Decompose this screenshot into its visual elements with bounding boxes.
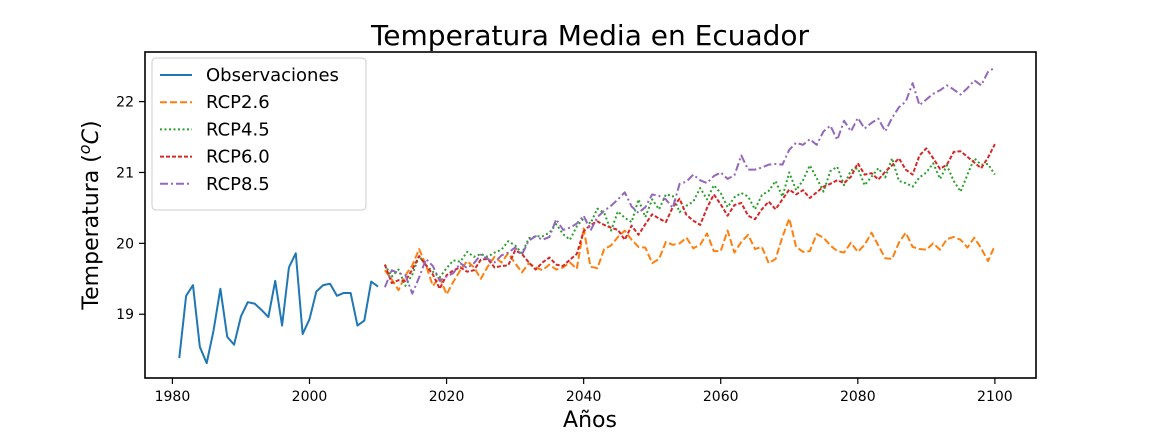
plot-area: 1980 2000 2020 2040 2060 2080 2100 19 20 21 22: [116, 51, 1037, 405]
legend-label: RCP6.0: [206, 147, 270, 168]
y-tick-label: 19: [116, 307, 134, 323]
legend-box: [151, 57, 367, 211]
legend: Observaciones RCP2.6 RCP4.5 RCP6.0 RCP8.5: [151, 57, 367, 211]
y-axis-title-close: ): [79, 120, 104, 129]
legend-label: RCP2.6: [206, 92, 270, 113]
y-tick-label: 21: [116, 165, 134, 181]
x-tick-label: 1980: [155, 389, 191, 405]
x-tick-label: 2040: [566, 389, 602, 405]
series-line-rcp8-5: [383, 66, 996, 295]
y-axis-title: Temperatura (oC): [75, 120, 104, 310]
x-tick-label: 2020: [429, 389, 465, 405]
x-tick-label: 2060: [703, 389, 739, 405]
x-axis-title: Años: [563, 408, 617, 432]
chart-title: Temperatura Media en Ecuador: [370, 19, 810, 52]
y-tick-label: 20: [116, 236, 134, 252]
legend-label: RCP4.5: [206, 119, 270, 140]
series-line-rcp2-6: [384, 217, 996, 296]
x-tick-label: 2000: [292, 389, 328, 405]
x-tick-label: 2100: [977, 389, 1013, 405]
y-tick-label: 22: [116, 95, 134, 111]
legend-label: Observaciones: [206, 65, 339, 86]
y-axis: 19 20 21 22: [116, 95, 145, 323]
series-layer: [178, 66, 996, 365]
x-axis: 1980 2000 2020 2040 2060 2080 2100: [155, 378, 1013, 405]
y-axis-title-main: Temperatura (: [79, 154, 104, 310]
plot-frame: [144, 51, 1037, 379]
legend-label: RCP8.5: [206, 174, 270, 195]
y-axis-title-sup: o: [75, 144, 94, 154]
series-line-rcp4-5: [384, 157, 996, 287]
y-axis-title-unit: C: [79, 128, 104, 144]
x-tick-label: 2080: [840, 389, 876, 405]
series-line-observaciones: [178, 252, 379, 365]
